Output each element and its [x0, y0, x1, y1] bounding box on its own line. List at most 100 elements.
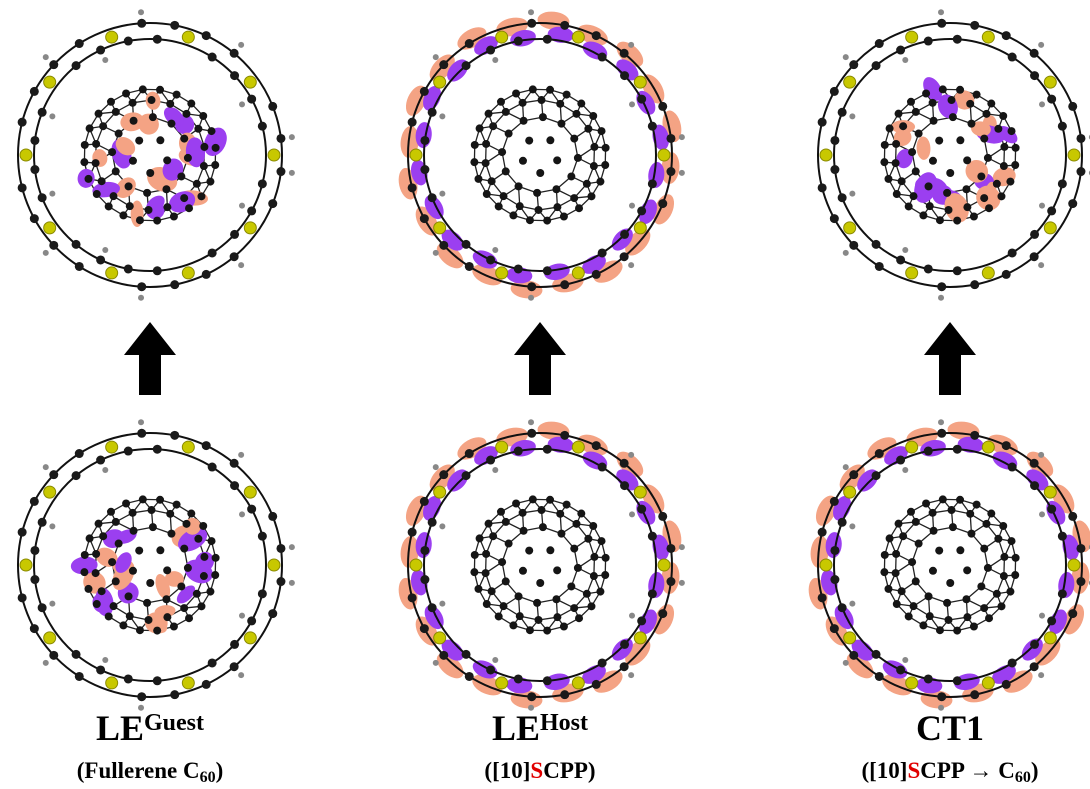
c60-atom	[156, 136, 164, 144]
sulfur-atom	[572, 31, 584, 43]
c60-atom	[946, 579, 954, 587]
c60-atom	[529, 495, 537, 503]
c60-atom	[529, 85, 537, 93]
carbon-atom	[420, 624, 429, 633]
hydrogen-atom	[628, 42, 634, 48]
carbon-atom	[462, 61, 471, 70]
carbon-atom	[202, 441, 211, 450]
carbon-atom	[830, 624, 839, 633]
c60-atom	[130, 117, 138, 125]
c60-atom	[570, 135, 578, 143]
hydrogen-atom	[138, 419, 144, 425]
caption-part: )	[1031, 758, 1039, 783]
c60-atom	[520, 117, 528, 125]
c60-atom	[200, 553, 208, 561]
c60-atom	[553, 156, 561, 164]
hydrogen-atom	[1038, 452, 1044, 458]
hydrogen-atom	[492, 57, 498, 63]
c60-atom	[139, 85, 147, 93]
c60-atom	[471, 141, 479, 149]
carbon-atom	[924, 264, 933, 273]
c60-atom	[516, 612, 524, 620]
c60-atom	[546, 496, 554, 504]
carbon-atom	[96, 665, 105, 674]
c60-atom	[993, 590, 1001, 598]
c60-atom	[105, 202, 113, 210]
carbon-atom	[170, 690, 179, 699]
sulfur-atom	[244, 222, 256, 234]
carbon-atom	[818, 593, 827, 602]
c60-atom	[982, 110, 990, 118]
c60-atom	[107, 508, 115, 516]
c60-atom	[110, 192, 118, 200]
c60-atom	[184, 154, 192, 162]
c60-atom	[956, 546, 964, 554]
c60-atom	[939, 495, 947, 503]
carbon-atom	[527, 692, 536, 701]
c60-atom	[538, 96, 546, 104]
carbon-atom	[276, 167, 285, 176]
carbon-atom	[666, 134, 675, 143]
c60-atom	[146, 579, 154, 587]
sulfur-atom	[268, 149, 280, 161]
carbon-atom	[486, 46, 495, 55]
carbon-atom	[560, 431, 569, 440]
hydrogen-atom	[679, 580, 685, 586]
carbon-atom	[560, 21, 569, 30]
c60-atom	[557, 120, 565, 128]
c60-atom	[163, 156, 171, 164]
carbon-atom	[620, 71, 629, 80]
carbon-atom	[230, 459, 239, 468]
c60-atom	[148, 96, 156, 104]
hydrogen-atom	[938, 419, 944, 425]
c60-atom	[211, 571, 219, 579]
c60-atom	[895, 520, 903, 528]
molecule	[396, 419, 685, 710]
sulfur-atom	[106, 267, 118, 279]
carbon-atom	[276, 577, 285, 586]
c60-atom	[915, 130, 923, 138]
carbon-atom	[49, 470, 58, 479]
carbon-atom	[428, 518, 437, 527]
hydrogen-atom	[1039, 511, 1045, 517]
c60-atom	[892, 159, 900, 167]
c60-atom	[910, 192, 918, 200]
hydrogen-atom	[849, 601, 855, 607]
c60-atom	[944, 206, 952, 214]
c60-atom	[509, 211, 517, 219]
c60-atom	[980, 194, 988, 202]
hydrogen-atom	[1038, 42, 1044, 48]
c60-atom	[560, 623, 568, 631]
c60-atom	[194, 125, 202, 133]
c60-atom	[206, 178, 214, 186]
c60-atom	[112, 518, 120, 526]
c60-atom	[919, 621, 927, 629]
sulfur-atom	[982, 267, 994, 279]
c60-atom	[925, 592, 933, 600]
hydrogen-atom	[289, 134, 295, 140]
c60-atom	[982, 520, 990, 528]
carbon-atom	[637, 206, 646, 215]
carbon-atom	[49, 60, 58, 69]
hydrogen-atom	[43, 464, 49, 470]
c60-atom	[180, 545, 188, 553]
hydrogen-atom	[439, 601, 445, 607]
sulfur-atom	[268, 559, 280, 571]
c60-atom	[985, 614, 993, 622]
carbon-atom	[38, 518, 47, 527]
c60-atom	[498, 558, 506, 566]
carbon-atom	[1008, 463, 1017, 472]
c60-atom	[483, 190, 491, 198]
carbon-atom	[439, 60, 448, 69]
c60-atom	[112, 108, 120, 116]
sulfur-atom	[20, 559, 32, 571]
carbon-atom	[72, 61, 81, 70]
carbon-atom	[830, 214, 839, 223]
c60-atom	[966, 100, 974, 108]
c60-atom	[474, 175, 482, 183]
carbon-atom	[38, 193, 47, 202]
c60-atom	[156, 496, 164, 504]
carbon-atom	[465, 672, 474, 681]
carbon-atom	[560, 280, 569, 289]
c60-atom	[144, 206, 152, 214]
